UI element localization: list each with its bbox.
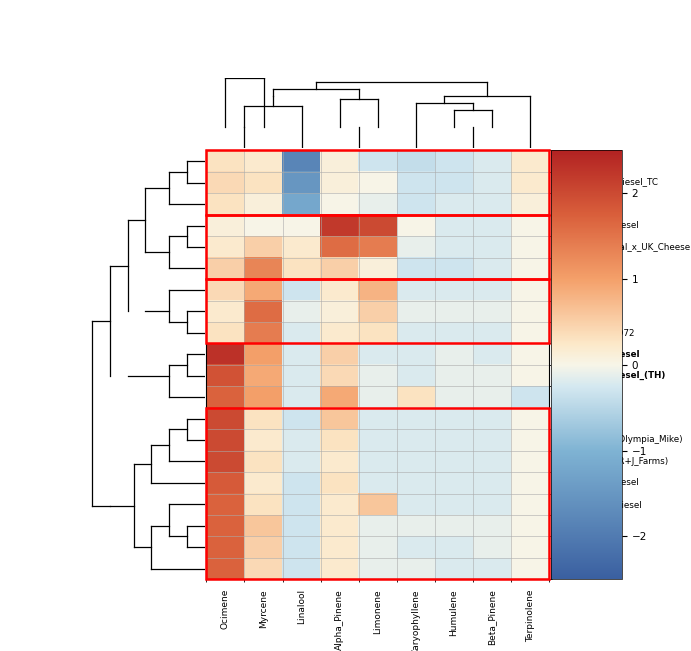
Bar — [207, 408, 549, 579]
Bar — [207, 150, 549, 215]
Bar — [207, 215, 549, 279]
Bar — [207, 279, 549, 344]
